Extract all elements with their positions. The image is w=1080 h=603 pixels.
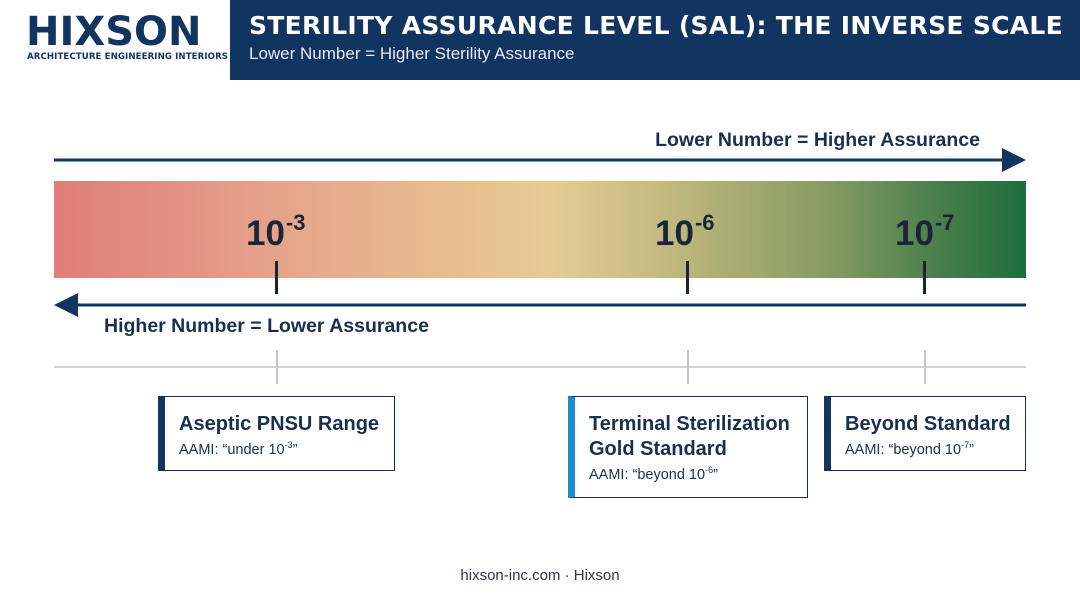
card-aseptic-pnsu: Aseptic PNSU Range AAMI: “under 10-3” [158, 396, 395, 471]
header-bar: STERILITY ASSURANCE LEVEL (SAL): THE INV… [230, 0, 1080, 80]
card-title: Aseptic PNSU Range [179, 413, 380, 435]
separator-tick [687, 350, 689, 384]
card-note: AAMI: “under 10-3” [179, 440, 298, 458]
card-note: AAMI: “beyond 10-7” [845, 440, 974, 458]
left-arrow [54, 293, 1026, 317]
card-title: Beyond Standard [845, 413, 1011, 435]
card-title: Terminal Sterilization Gold Standard [589, 413, 790, 460]
logo: HIXSON ARCHITECTURE ENGINEERING INTERIOR… [0, 0, 230, 80]
logo-tagline: ARCHITECTURE ENGINEERING INTERIORS [27, 52, 229, 62]
arrow-label-lower-assurance: Higher Number = Lower Assurance [104, 315, 429, 337]
separator-tick [924, 350, 926, 384]
card-terminal-sterilization: Terminal Sterilization Gold Standard AAM… [568, 396, 808, 498]
logo-wordmark: HIXSON [26, 9, 202, 55]
separator-tick [276, 350, 278, 384]
card-beyond-standard: Beyond Standard AAMI: “beyond 10-7” [824, 396, 1026, 471]
sal-marker-label: 10-6 [655, 210, 715, 253]
arrow-label-higher-assurance: Lower Number = Higher Assurance [655, 129, 980, 151]
sal-gradient-bar [54, 181, 1026, 278]
card-note: AAMI: “beyond 10-6” [589, 465, 718, 483]
sal-marker-label: 10-3 [246, 210, 306, 253]
page-title: STERILITY ASSURANCE LEVEL (SAL): THE INV… [249, 11, 1064, 40]
right-arrow [54, 148, 1026, 172]
sal-marker-tick [275, 261, 278, 294]
sal-marker-label: 10-7 [895, 210, 955, 253]
separator-line [54, 366, 1026, 368]
sal-marker-tick [686, 261, 689, 294]
footer-credit: hixson-inc.com · Hixson [460, 567, 620, 584]
sal-marker-tick [923, 261, 926, 294]
page-subtitle: Lower Number = Higher Sterility Assuranc… [249, 44, 575, 63]
